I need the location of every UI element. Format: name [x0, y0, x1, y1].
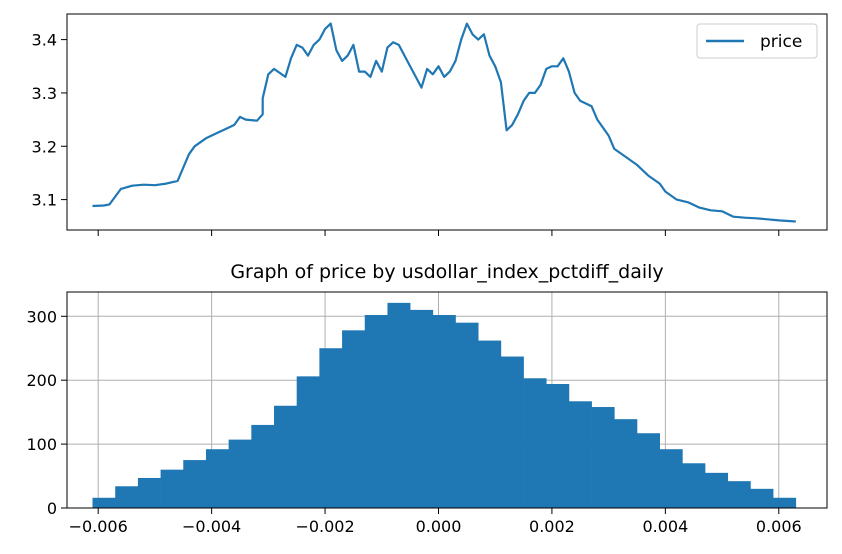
- y-tick-label: 3.1: [32, 191, 57, 210]
- histogram-bar: [727, 481, 751, 508]
- histogram-bar: [773, 497, 797, 508]
- line-chart-x-ticks: [97, 230, 780, 236]
- histogram-bar: [137, 477, 161, 508]
- line-series-group: [92, 22, 796, 223]
- histogram-title: Graph of price by usdollar_index_pctdiff…: [230, 261, 663, 283]
- histogram-panel: Graph of price by usdollar_index_pctdiff…: [26, 261, 828, 536]
- histogram-bar: [455, 322, 479, 508]
- legend-price-label: price: [760, 32, 802, 52]
- histogram-bar: [750, 488, 774, 508]
- y-tick-label: 3.3: [32, 84, 57, 103]
- histogram-bar: [637, 433, 660, 508]
- x-tick-label: 0.004: [642, 517, 688, 536]
- line-chart-frame: [66, 13, 828, 231]
- histogram-bar: [387, 302, 411, 508]
- y-tick-label: 300: [26, 307, 57, 326]
- x-tick-label: −0.002: [295, 517, 354, 536]
- x-tick-label: 0.000: [416, 517, 462, 536]
- x-tick-label: −0.004: [182, 517, 241, 536]
- histogram-frame: [66, 291, 828, 509]
- x-tick-label: −0.006: [69, 517, 128, 536]
- histogram-bar: [591, 407, 615, 508]
- histogram-bar: [523, 378, 547, 508]
- histogram-bar: [115, 486, 139, 508]
- histogram-bar: [682, 463, 706, 508]
- histogram-bar: [342, 330, 366, 508]
- histogram-bar: [228, 439, 252, 508]
- histogram-bar: [92, 497, 116, 508]
- y-tick-label: 3.4: [32, 31, 57, 50]
- x-tick-label: 0.006: [756, 517, 802, 536]
- histogram-bars: [92, 302, 797, 508]
- histogram-bar: [500, 356, 524, 508]
- histogram-bar: [546, 384, 570, 508]
- y-tick-label: 0: [47, 499, 57, 518]
- histogram-bar: [410, 309, 434, 508]
- histogram-bar: [296, 376, 320, 508]
- histogram-x-ticks: −0.006 −0.004 −0.002 0.000 0.002 0.004 0.006: [69, 508, 802, 536]
- y-tick-label: 100: [26, 435, 57, 454]
- histogram-bar: [705, 472, 729, 508]
- histogram-y-ticks: 0 100 200 300: [26, 307, 67, 518]
- histogram-bar: [614, 419, 638, 508]
- legend-box: [696, 23, 818, 59]
- histogram-bar: [274, 405, 297, 508]
- histogram-bar: [659, 449, 683, 508]
- line-chart-y-ticks: 3.1 3.2 3.3 3.4: [32, 31, 67, 210]
- histogram-bar: [364, 315, 388, 508]
- x-tick-label: 0.002: [529, 517, 575, 536]
- histogram-bar: [160, 469, 184, 508]
- histogram-bar: [432, 315, 456, 508]
- y-tick-label: 3.2: [32, 137, 57, 156]
- histogram-bar: [319, 348, 343, 508]
- histogram-bar: [205, 449, 229, 508]
- histogram-bar: [251, 424, 275, 508]
- y-tick-label: 200: [26, 371, 57, 390]
- histogram-bar: [183, 460, 207, 508]
- histogram-bar: [478, 340, 502, 508]
- line-chart-legend: price: [696, 23, 818, 59]
- price-line: [92, 22, 796, 223]
- histogram-bar: [568, 401, 592, 508]
- line-chart-panel: 3.1 3.2 3.3 3.4 price: [32, 13, 828, 236]
